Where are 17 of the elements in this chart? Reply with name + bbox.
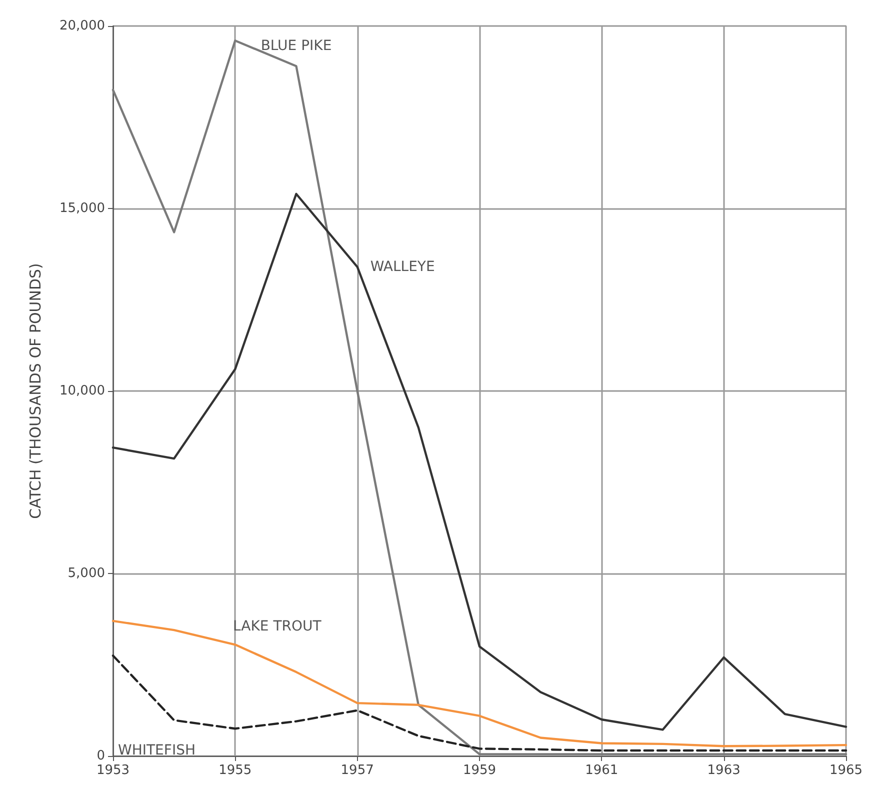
x-tick-label: 1957 [340, 763, 374, 778]
y-tick-label: 20,000 [60, 18, 105, 34]
series-label: WALLEYE [370, 258, 435, 275]
y-tick-label: 10,000 [60, 384, 105, 398]
y-tick-label: 0 [96, 748, 105, 764]
x-tick-label: 1965 [829, 763, 863, 778]
y-tick-label: 15,000 [60, 201, 105, 216]
x-tick-label: 1961 [585, 763, 618, 778]
series-label: WHITEFISH [118, 742, 196, 759]
x-tick-label: 1959 [462, 763, 496, 778]
x-tick-label: 1955 [218, 763, 252, 778]
x-tick-label: 1963 [707, 763, 740, 778]
y-axis-title: CATCH (THOUSANDS OF POUNDS) [26, 263, 44, 519]
x-tick-label: 1953 [96, 763, 130, 778]
y-tick-label: 5,000 [68, 566, 105, 581]
line-series [112, 192, 848, 731]
series-label: BLUE PIKE [260, 38, 332, 54]
